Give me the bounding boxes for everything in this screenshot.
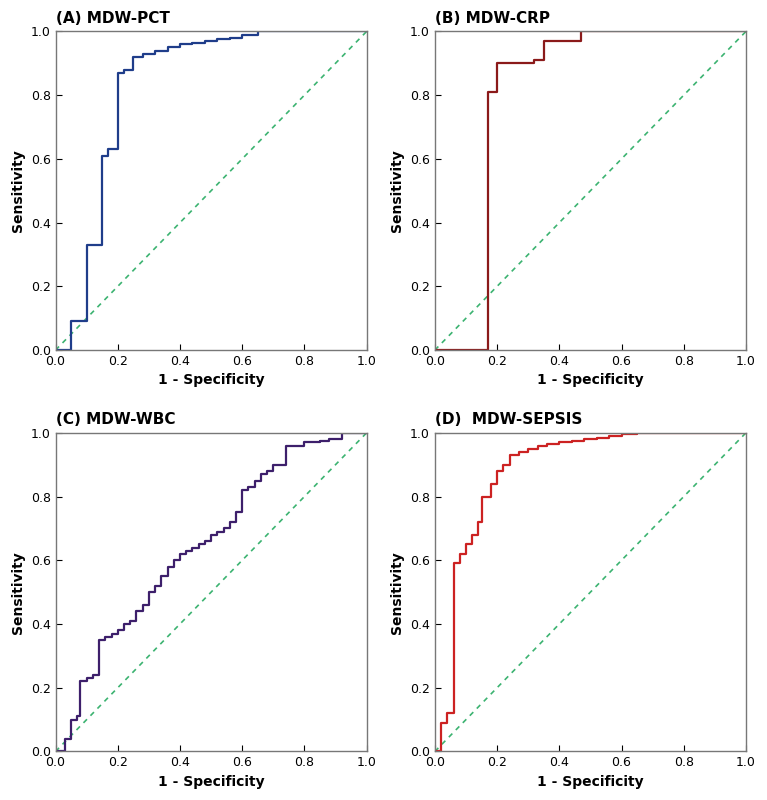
X-axis label: 1 - Specificity: 1 - Specificity: [158, 775, 265, 789]
Text: (A) MDW-PCT: (A) MDW-PCT: [55, 11, 170, 26]
X-axis label: 1 - Specificity: 1 - Specificity: [537, 775, 644, 789]
X-axis label: 1 - Specificity: 1 - Specificity: [158, 374, 265, 387]
X-axis label: 1 - Specificity: 1 - Specificity: [537, 374, 644, 387]
Text: (D)  MDW-SEPSIS: (D) MDW-SEPSIS: [435, 413, 582, 427]
Y-axis label: Sensitivity: Sensitivity: [390, 550, 404, 634]
Y-axis label: Sensitivity: Sensitivity: [390, 150, 404, 232]
Y-axis label: Sensitivity: Sensitivity: [11, 150, 25, 232]
Text: (B) MDW-CRP: (B) MDW-CRP: [435, 11, 550, 26]
Text: (C) MDW-WBC: (C) MDW-WBC: [55, 413, 175, 427]
Y-axis label: Sensitivity: Sensitivity: [11, 550, 25, 634]
